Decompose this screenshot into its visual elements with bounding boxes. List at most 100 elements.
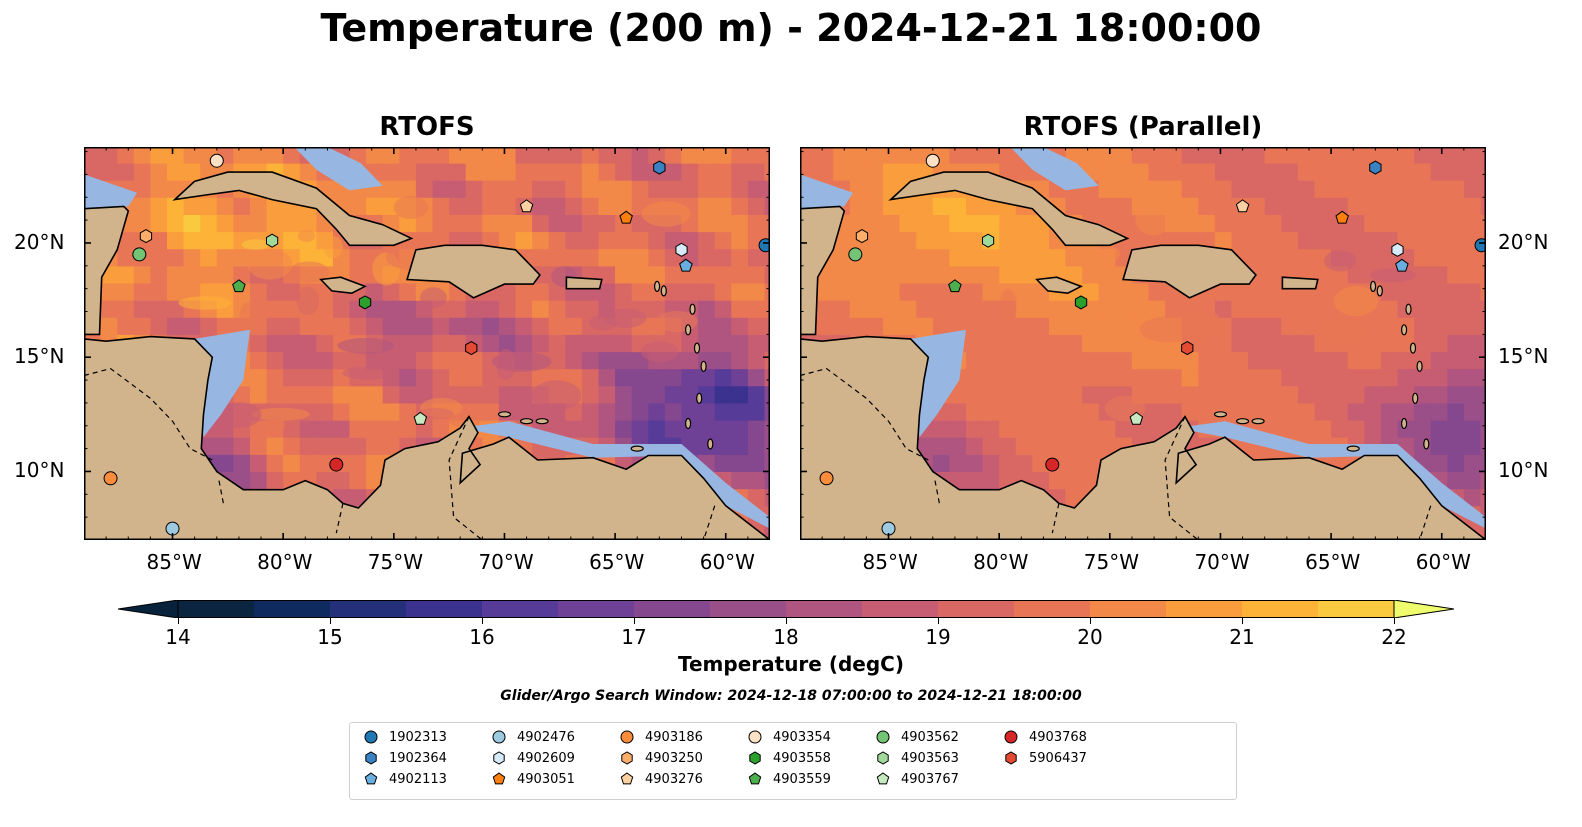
- float-marker-4903767[interactable]: [413, 411, 428, 425]
- float-marker-4903276[interactable]: [1235, 199, 1250, 213]
- search-window-text: Glider/Argo Search Window: 2024-12-18 07…: [500, 688, 1082, 704]
- island: [1423, 438, 1430, 450]
- legend-label: 4903354: [773, 729, 831, 745]
- island: [689, 303, 696, 315]
- float-marker-4903051[interactable]: [1335, 210, 1349, 224]
- lon-tick-label: 60°W: [1415, 550, 1471, 574]
- legend-item: 4903562: [874, 728, 959, 746]
- island: [630, 445, 644, 452]
- legend-label: 4903562: [901, 729, 959, 745]
- legend-marker-icon: [876, 730, 890, 744]
- colorbar: [118, 600, 1454, 618]
- island: [497, 411, 512, 418]
- legend-marker-icon: [493, 751, 505, 765]
- lat-tick-label: 20°N: [14, 229, 65, 254]
- island: [1400, 417, 1408, 430]
- legend-item: 4902609: [490, 749, 575, 767]
- yucatan-land: [800, 147, 846, 336]
- colorbar-segment: [254, 600, 331, 618]
- shelf-region: [1010, 147, 1099, 191]
- colorbar-segment: [1014, 600, 1091, 618]
- legend-label: 4903558: [773, 750, 831, 766]
- float-marker-4903276[interactable]: [519, 199, 534, 213]
- float-marker-4903051[interactable]: [619, 210, 633, 224]
- float-marker-1902313[interactable]: [1474, 238, 1486, 253]
- float-marker-1902313[interactable]: [758, 238, 770, 253]
- float-marker-4903563[interactable]: [266, 233, 279, 248]
- float-marker-4903354[interactable]: [925, 153, 940, 168]
- colorbar-segment: [634, 600, 711, 618]
- legend-label: 5906437: [1029, 750, 1087, 766]
- colorbar-segment: [1242, 600, 1319, 618]
- float-marker-4903559[interactable]: [948, 279, 962, 293]
- puerto-rico-land: [565, 276, 603, 290]
- float-marker-4903559[interactable]: [232, 279, 246, 293]
- legend-label: 4903768: [1029, 729, 1087, 745]
- lat-tick-label: 15°N: [1498, 344, 1549, 369]
- float-marker-4902609[interactable]: [675, 242, 688, 257]
- colorbar-tick-label: 18: [773, 625, 799, 649]
- legend-marker-icon: [748, 730, 762, 744]
- country-border: [1419, 505, 1432, 540]
- float-marker-5906437[interactable]: [1181, 341, 1194, 356]
- legend-marker-icon: [364, 772, 378, 785]
- float-marker-4903767[interactable]: [1129, 411, 1144, 425]
- float-marker-5906437[interactable]: [465, 341, 478, 356]
- legend-label: 4902113: [389, 771, 447, 787]
- float-marker-4903558[interactable]: [358, 295, 372, 310]
- lon-tick-label: 75°W: [367, 550, 424, 574]
- lon-tick-label: 80°W: [973, 550, 1029, 574]
- float-marker-4902113[interactable]: [679, 258, 693, 272]
- lat-tick-label: 20°N: [1498, 229, 1549, 254]
- legend-label: 4903250: [645, 750, 703, 766]
- shelf-region: [1176, 421, 1486, 529]
- legend-item: 5906437: [1002, 749, 1087, 767]
- lon-tick-label: 65°W: [589, 550, 645, 574]
- legend-marker-icon: [876, 772, 890, 785]
- island: [535, 418, 549, 425]
- island: [1416, 360, 1423, 372]
- float-marker-4902113[interactable]: [1395, 258, 1409, 272]
- float-marker-4903186[interactable]: [819, 471, 834, 486]
- island: [1412, 392, 1419, 404]
- colorbar-label: Temperature (degC): [678, 652, 904, 676]
- float-marker-4903563[interactable]: [982, 233, 995, 248]
- colorbar-tick-label: 15: [317, 625, 343, 649]
- yucatan-land: [84, 147, 130, 336]
- cuba-land: [888, 171, 1130, 247]
- colorbar-segment: [786, 600, 863, 618]
- float-marker-4903250[interactable]: [855, 229, 869, 244]
- legend-marker-icon: [365, 751, 377, 765]
- lon-tick-label: 85°W: [146, 550, 202, 574]
- lon-tick-label: 70°W: [478, 550, 534, 574]
- lon-tick-label: 65°W: [1305, 550, 1361, 574]
- legend-label: 4903767: [901, 771, 959, 787]
- island: [684, 417, 692, 430]
- legend-label: 1902313: [389, 729, 447, 745]
- legend-item: 1902313: [362, 728, 447, 746]
- float-marker-4903354[interactable]: [209, 153, 224, 168]
- float-marker-4903562[interactable]: [132, 247, 147, 262]
- legend-label: 4903186: [645, 729, 703, 745]
- float-marker-4903562[interactable]: [848, 247, 863, 262]
- legend-item: 4903767: [874, 770, 959, 788]
- float-marker-4903186[interactable]: [103, 471, 118, 486]
- float-marker-4903250[interactable]: [139, 229, 153, 244]
- float-marker-4903768[interactable]: [329, 457, 344, 472]
- country-border: [84, 367, 213, 461]
- float-marker-4902609[interactable]: [1391, 242, 1404, 257]
- island: [1376, 285, 1383, 297]
- legend-marker-icon: [749, 751, 761, 765]
- lon-tick-label: 80°W: [257, 550, 313, 574]
- colorbar-tick-label: 22: [1381, 625, 1407, 649]
- panel-title-left: RTOFS: [379, 112, 475, 142]
- shelf-region: [800, 174, 854, 209]
- legend-marker-icon: [620, 772, 634, 785]
- island: [1400, 324, 1408, 336]
- float-marker-1902364[interactable]: [1369, 160, 1382, 175]
- eddy-swirls: [178, 195, 698, 436]
- island: [1409, 342, 1417, 354]
- float-marker-4903558[interactable]: [1074, 295, 1088, 310]
- float-marker-4903768[interactable]: [1045, 457, 1060, 472]
- float-marker-1902364[interactable]: [653, 160, 666, 175]
